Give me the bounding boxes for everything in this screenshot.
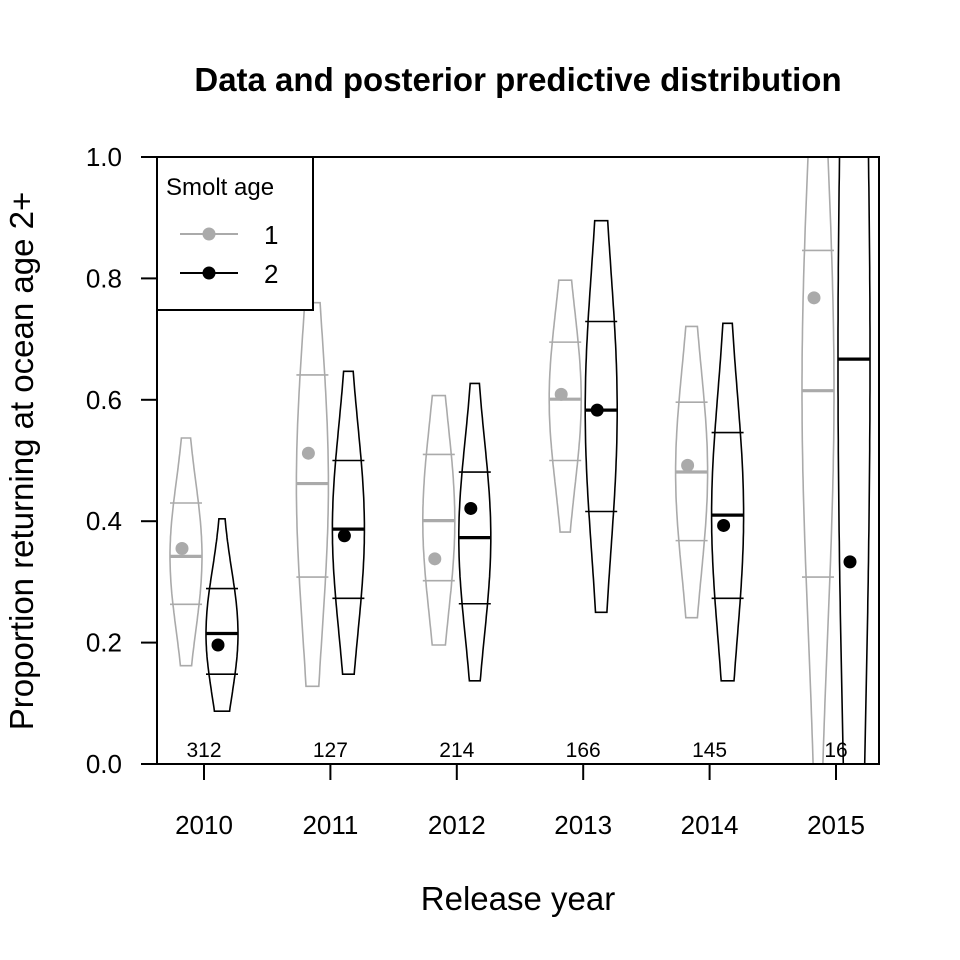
x-tick-label-2015: 2015 [807,810,865,840]
violin-2015-age2 [837,157,871,764]
y-tick-label-0.4: 0.4 [86,506,122,536]
legend-title: Smolt age [166,174,274,201]
y-axis-title: Proportion returning at ocean age 2+ [3,192,40,730]
legend-label-1: 1 [264,220,278,250]
plot-frame [156,156,880,765]
violin-2012-age2 [458,382,492,682]
violin-2014-age2 [710,322,745,682]
legend: Smolt age 1 2 [156,156,314,311]
x-tick-label-2013: 2013 [554,810,612,840]
y-tick-label-0.2: 0.2 [86,628,122,658]
observed-point-2014-age1 [681,458,695,472]
violin-2011-age2 [331,370,366,675]
violin-2015-age1 [801,157,835,764]
legend-label-2: 2 [264,259,278,289]
observed-point-2011-age2 [337,529,351,543]
x-tick-label-2011: 2011 [302,810,358,840]
violin-2013-age1 [548,279,582,533]
observed-point-2012-age2 [464,501,478,515]
observed-point-2013-age2 [590,403,604,417]
y-tick-label-0.0: 0.0 [86,749,122,779]
observed-point-2010-age1 [175,542,189,556]
violin-2011-age1 [295,301,330,688]
x-tick-label-2012: 2012 [428,810,486,840]
observed-point-2012-age1 [428,552,442,566]
x-tick-label-2010: 2010 [175,810,233,840]
chart-title: Data and posterior predictive distributi… [194,61,841,98]
violin-2010-age1 [169,437,203,667]
sample-size-label-2013: 166 [566,739,601,762]
observed-point-2010-age2 [211,638,225,652]
sample-size-label-2011: 127 [313,739,348,762]
observed-point-2015-age1 [807,291,821,305]
y-tick-label-1.0: 1.0 [86,142,122,172]
y-tick-label-0.8: 0.8 [86,263,122,293]
sample-size-label-2010: 312 [186,739,221,762]
sample-size-label-2012: 214 [439,739,474,762]
legend-marker-1 [202,227,216,241]
observed-point-2014-age2 [717,518,731,532]
x-tick-label-2014: 2014 [681,810,739,840]
x-axis-title: Release year [421,880,615,917]
violin-2014-age1 [674,325,709,619]
observed-point-2015-age2 [843,555,857,569]
violin-2012-age1 [422,394,456,646]
violin-2013-age2 [584,219,618,614]
y-tick-label-0.6: 0.6 [86,385,122,415]
observed-point-2011-age1 [301,446,315,460]
observed-points [175,291,857,652]
violin-2010-age2 [205,518,239,712]
sample-size-label-2014: 145 [692,739,727,762]
sample-size-labels: 312 127 214 166 145 16 [186,739,847,762]
sample-size-label-2015: 16 [824,739,847,762]
observed-point-2013-age1 [554,387,568,401]
legend-marker-2 [202,266,216,280]
